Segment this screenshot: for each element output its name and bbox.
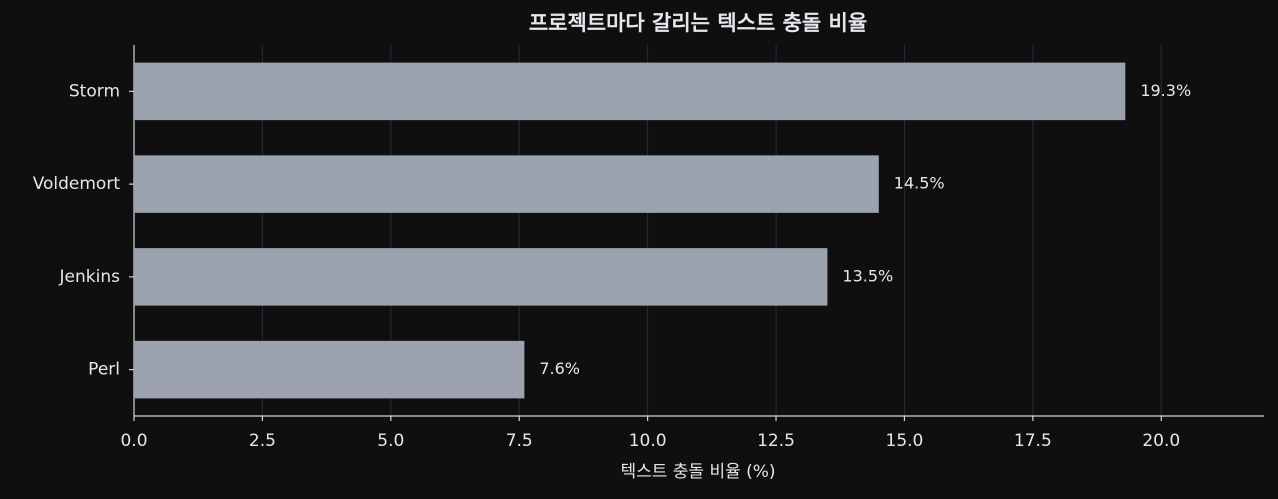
x-tick-label: 10.0: [629, 431, 667, 451]
x-axis-label: 텍스트 충돌 비율 (%): [620, 462, 775, 482]
value-label: 13.5%: [842, 266, 893, 285]
x-tick-label: 12.5: [757, 431, 795, 451]
value-label: 7.6%: [539, 359, 580, 378]
y-tick-label: Perl: [88, 360, 120, 380]
x-tick-label: 15.0: [886, 431, 924, 451]
bar: [134, 340, 525, 399]
bar: [134, 155, 879, 213]
x-tick-label: 2.5: [249, 431, 276, 451]
chart-title: 프로젝트마다 갈리는 텍스트 충돌 비율: [529, 11, 867, 35]
x-tick-label: 7.5: [506, 431, 533, 451]
x-tick-label: 17.5: [1014, 431, 1052, 451]
x-tick-label: 0.0: [120, 431, 147, 451]
x-tick-label: 5.0: [377, 431, 404, 451]
y-tick-label: Storm: [69, 81, 120, 101]
value-label: 19.3%: [1140, 81, 1191, 100]
y-tick-label: Voldemort: [33, 174, 121, 194]
bar: [134, 62, 1126, 121]
y-tick-label: Jenkins: [59, 267, 121, 287]
bar: [134, 248, 828, 306]
x-tick-label: 20.0: [1142, 431, 1180, 451]
value-label: 14.5%: [894, 174, 945, 193]
